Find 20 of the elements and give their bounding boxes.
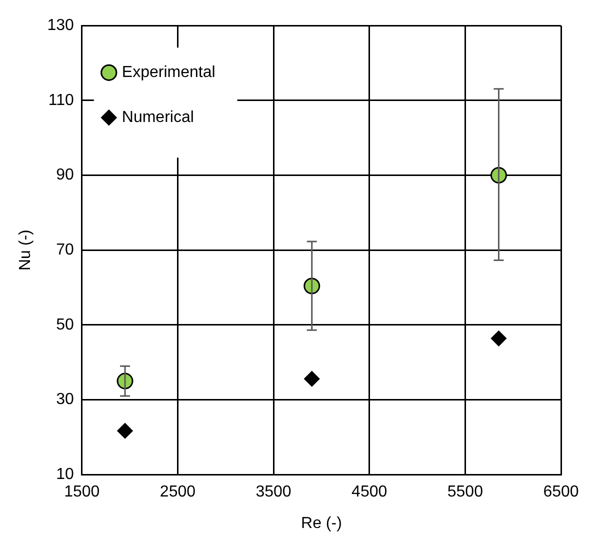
x-tick-label: 5500	[447, 484, 484, 501]
y-tick-label: 110	[48, 92, 74, 109]
legend-label: Numerical	[122, 109, 194, 126]
x-tick-label: 2500	[160, 484, 196, 501]
point	[304, 371, 320, 387]
x-tick-label: 4500	[352, 484, 388, 501]
x-tick-label: 3500	[256, 484, 292, 501]
x-tick-label: 1500	[64, 484, 100, 501]
y-axis-title: Nu (-)	[17, 230, 34, 271]
point	[117, 423, 133, 439]
y-tick-label: 70	[56, 242, 74, 259]
y-tick-label: 130	[47, 17, 74, 34]
y-tick-label: 30	[56, 391, 74, 408]
point	[490, 330, 506, 346]
y-tick-label: 50	[56, 316, 74, 334]
x-tick-label: 6500	[543, 484, 579, 501]
x-axis-title: Re (-)	[301, 514, 342, 532]
legend-label: Experimental	[122, 64, 216, 82]
y-tick-label: 90	[56, 166, 74, 184]
y-tick-label: 10	[56, 466, 74, 484]
